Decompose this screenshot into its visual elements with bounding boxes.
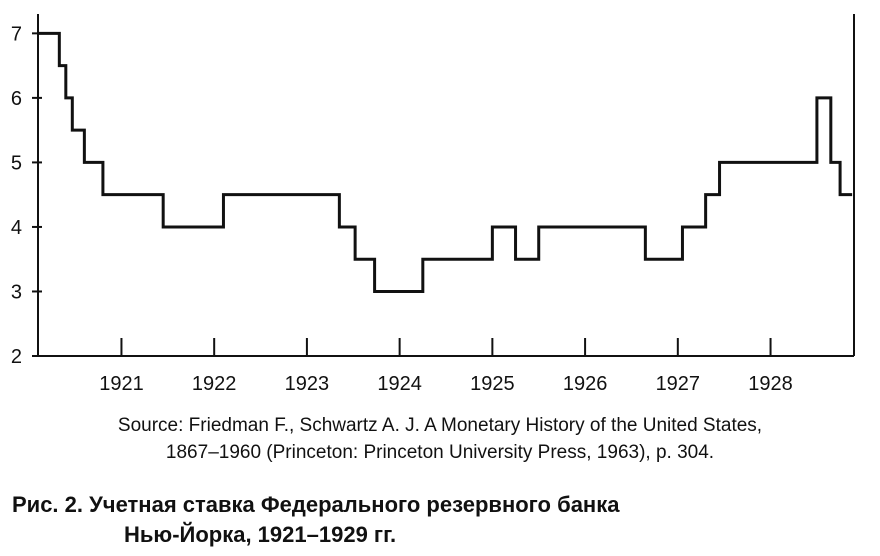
chart-ticks: 2 3 4 5 6 7 1921 1922 1923 1924 1925 1926 1927 1928 xyxy=(11,23,793,395)
x-tick-label-1922: 1922 xyxy=(192,373,237,395)
y-tick-label-6: 6 xyxy=(11,88,22,110)
source-note-line-2: 1867–1960 (Princeton: Princeton Universi… xyxy=(165,442,715,463)
y-tick-label-2: 2 xyxy=(11,346,22,368)
x-tick-label-1923: 1923 xyxy=(285,373,330,395)
chart-series xyxy=(38,31,853,293)
x-tick-label-1927: 1927 xyxy=(656,373,701,395)
discount-rate-chart: 2 3 4 5 6 7 1921 1922 1923 1924 1925 1926 1927 1928 xyxy=(11,14,855,395)
figure-caption-line-2: Нью-Йорка, 1921–1929 гг. xyxy=(124,522,397,547)
figure-caption: Рис. 2. Учетная ставка Федерального резе… xyxy=(12,490,872,550)
y-tick-label-3: 3 xyxy=(11,281,22,303)
source-note: Source: Friedman F., Schwartz A. J. A Mo… xyxy=(0,412,880,466)
chart-axes xyxy=(37,14,855,357)
x-tick-label-1924: 1924 xyxy=(377,373,422,395)
source-note-line-1: Source: Friedman F., Schwartz A. J. A Mo… xyxy=(117,415,763,436)
x-tick-label-1921: 1921 xyxy=(99,373,144,395)
y-tick-label-7: 7 xyxy=(11,23,22,45)
x-tick-label-1925: 1925 xyxy=(470,373,515,395)
y-tick-label-5: 5 xyxy=(11,152,22,174)
series-line-0 xyxy=(38,31,853,293)
figure-caption-line-1: Рис. 2. Учетная ставка Федерального резе… xyxy=(12,492,620,517)
x-tick-label-1928: 1928 xyxy=(748,373,793,395)
x-tick-label-1926: 1926 xyxy=(563,373,608,395)
y-tick-label-4: 4 xyxy=(11,217,22,239)
